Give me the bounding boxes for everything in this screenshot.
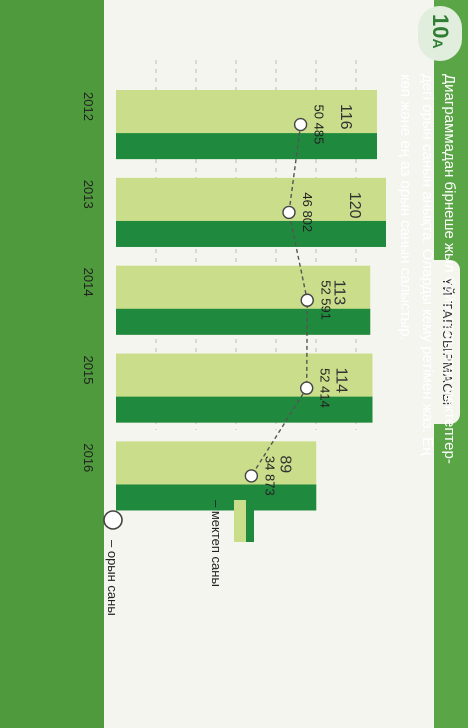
category-label-2015: 2015 — [81, 356, 96, 385]
bar-2016 — [116, 441, 317, 511]
seat-marker-2014 — [300, 293, 314, 307]
legend: – мектеп саны – орын саны — [103, 500, 254, 616]
legend-seat-marker — [103, 510, 123, 530]
bar-dark-2016 — [116, 484, 317, 511]
labels: 116 2012 50 485 120 2013 46 802 113 2014 52 591 1… — [81, 92, 363, 496]
legend-school-swatch-dark — [246, 500, 254, 542]
seat-label-2016: 34 873 — [262, 456, 277, 496]
seat-label-2014: 52 591 — [318, 280, 333, 320]
bar-value-label-2014: 113 — [330, 280, 347, 306]
bar-dark-2012 — [116, 133, 377, 160]
legend-schools-label: – мектеп саны — [209, 500, 224, 587]
legend-seats-label: – орын саны — [105, 540, 120, 616]
bar-value-label-2016: 89 — [276, 455, 293, 473]
seat-line — [244, 117, 314, 483]
seat-label-2015: 52 414 — [318, 368, 333, 408]
bar-value-label-2012: 116 — [337, 104, 354, 130]
seat-marker-2012 — [293, 117, 308, 132]
bar-2015 — [116, 353, 373, 423]
seat-label-2013: 46 802 — [300, 192, 315, 232]
category-label-2012: 2012 — [81, 92, 96, 121]
category-label-2016: 2016 — [81, 443, 96, 472]
bar-value-label-2015: 114 — [333, 368, 350, 394]
legend-school-swatch-light — [234, 500, 246, 542]
bar-2013 — [116, 177, 386, 247]
bar-dark-2013 — [116, 220, 386, 247]
bar-2012 — [116, 90, 377, 160]
bar-dark-2015 — [116, 396, 373, 423]
bars — [116, 90, 386, 511]
bar-value-label-2013: 120 — [346, 192, 363, 219]
seat-marker-2015 — [299, 381, 314, 395]
category-label-2014: 2014 — [81, 268, 96, 297]
category-label-2013: 2013 — [81, 180, 96, 209]
seat-marker-2016 — [244, 469, 259, 483]
seat-marker-2013 — [282, 205, 296, 220]
seat-label-2012: 50 485 — [312, 105, 327, 145]
